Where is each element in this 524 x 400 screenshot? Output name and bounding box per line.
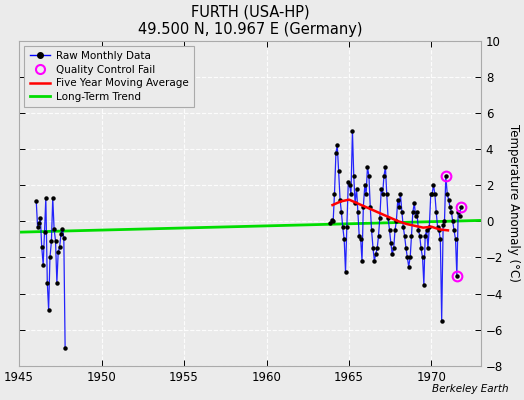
Title: FURTH (USA-HP)
49.500 N, 10.967 E (Germany): FURTH (USA-HP) 49.500 N, 10.967 E (Germa…	[138, 4, 362, 36]
Text: Berkeley Earth: Berkeley Earth	[432, 384, 508, 394]
Legend: Raw Monthly Data, Quality Control Fail, Five Year Moving Average, Long-Term Tren: Raw Monthly Data, Quality Control Fail, …	[24, 46, 193, 107]
Y-axis label: Temperature Anomaly (°C): Temperature Anomaly (°C)	[507, 124, 520, 282]
